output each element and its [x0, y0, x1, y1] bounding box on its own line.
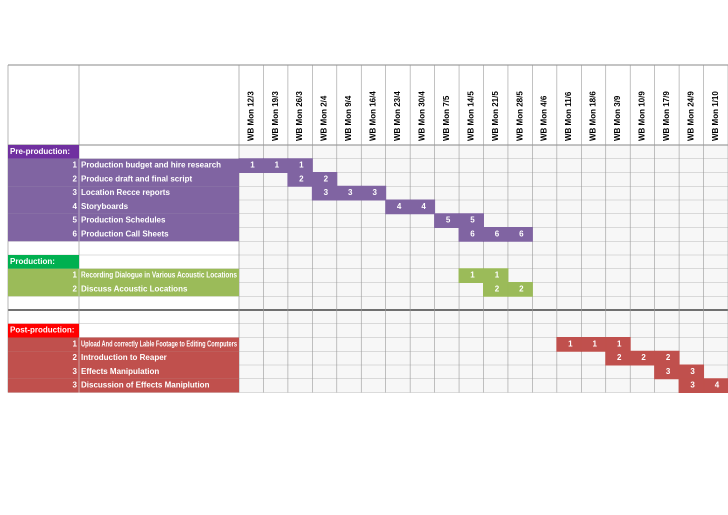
task-label-bg — [8, 378, 239, 393]
week-header: WB Mon 10/9 — [638, 91, 647, 141]
week-header: WB Mon 4/6 — [540, 95, 549, 141]
task-name: Introduction to Reaper — [81, 353, 167, 362]
week-header: WB Mon 17/9 — [662, 91, 671, 141]
schedule-value: 3 — [324, 188, 329, 197]
task-name: Location Recce reports — [81, 188, 170, 197]
section-title: Pre-production: — [10, 147, 70, 156]
schedule-value: 1 — [568, 339, 573, 348]
task-name: Production budget and hire research — [81, 161, 221, 170]
task-number: 2 — [73, 284, 78, 293]
task-label-bg — [8, 227, 239, 242]
schedule-value: 2 — [617, 353, 622, 362]
schedule-value: 1 — [250, 161, 255, 170]
schedule-value: 3 — [372, 188, 377, 197]
schedule-value: 3 — [690, 381, 695, 390]
schedule-value: 4 — [715, 381, 720, 390]
week-header: WB Mon 3/9 — [613, 95, 622, 141]
task-name: Discussion of Effects Maniplution — [81, 381, 210, 390]
task-number: 1 — [73, 161, 78, 170]
schedule-value: 1 — [593, 339, 598, 348]
task-label-bg — [8, 365, 239, 379]
task-name: Storyboards — [81, 202, 129, 211]
week-header: WB Mon 12/3 — [246, 91, 255, 141]
week-header: WB Mon 11/6 — [564, 91, 573, 141]
task-label-bg — [8, 268, 239, 283]
schedule-value: 2 — [324, 174, 329, 183]
task-label-bg — [8, 172, 239, 187]
week-header: WB Mon 16/4 — [369, 91, 378, 141]
task-number: 5 — [73, 216, 78, 225]
section-title: Production: — [10, 257, 55, 266]
schedule-value: 2 — [495, 284, 500, 293]
week-header: WB Mon 21/5 — [491, 91, 500, 141]
schedule-cell — [409, 199, 436, 215]
section-header-bg — [8, 323, 79, 338]
week-header: WB Mon 26/3 — [295, 91, 304, 141]
schedule-value: 2 — [519, 284, 524, 293]
task-label-bg — [8, 158, 239, 173]
schedule-value: 2 — [641, 353, 646, 362]
schedule-value: 1 — [617, 339, 622, 348]
schedule-value: 1 — [299, 161, 304, 170]
task-name: Effects Manipulation — [81, 367, 159, 376]
task-number: 2 — [73, 353, 78, 362]
task-label-bg — [8, 337, 239, 352]
task-number: 6 — [73, 229, 78, 238]
task-number: 1 — [73, 339, 78, 348]
week-header: WB Mon 18/6 — [589, 91, 598, 141]
task-number: 1 — [73, 271, 78, 280]
schedule-value: 4 — [397, 202, 402, 211]
schedule-value: 3 — [348, 188, 353, 197]
task-number: 3 — [73, 367, 78, 376]
schedule-cell — [507, 227, 533, 242]
task-label-bg — [8, 351, 239, 365]
schedule-value: 2 — [299, 174, 304, 183]
task-name: Upload And correctly Lable Footage to Ed… — [81, 339, 237, 348]
task-number: 3 — [73, 381, 78, 390]
schedule-cell — [507, 282, 533, 297]
week-header: WB Mon 30/4 — [417, 91, 426, 141]
task-label-bg — [8, 213, 239, 228]
week-header: WB Mon 19/3 — [271, 91, 280, 141]
schedule-value: 6 — [495, 229, 500, 238]
task-name: Discuss Acoustic Locations — [81, 284, 188, 293]
task-label-bg — [8, 200, 239, 214]
section-title: Post-production: — [10, 326, 74, 335]
task-name: Recording Dialogue in Various Acoustic L… — [81, 271, 237, 280]
schedule-value: 1 — [275, 161, 280, 170]
schedule-value: 4 — [421, 202, 426, 211]
week-header: WB Mon 24/9 — [686, 91, 695, 141]
task-name: Production Schedules — [81, 216, 166, 225]
week-header: WB Mon 9/4 — [344, 95, 353, 141]
task-name: Production Call Sheets — [81, 229, 169, 238]
week-header: WB Mon 23/4 — [393, 91, 402, 141]
schedule-value: 3 — [690, 367, 695, 376]
section-header-bg — [8, 255, 79, 269]
schedule-cell — [360, 185, 387, 201]
schedule-value: 1 — [495, 271, 500, 280]
schedule-value: 3 — [666, 367, 671, 376]
week-header: WB Mon 14/5 — [466, 91, 475, 141]
task-number: 2 — [73, 174, 78, 183]
week-header: WB Mon 28/5 — [515, 91, 524, 141]
task-number: 3 — [73, 188, 78, 197]
week-header: WB Mon 1/10 — [711, 91, 720, 141]
task-label-bg — [8, 186, 239, 200]
task-label-bg — [8, 282, 239, 297]
week-header: WB Mon 7/5 — [442, 95, 451, 141]
task-name: Produce draft and final script — [81, 174, 192, 183]
schedule-value: 6 — [519, 229, 524, 238]
task-number: 4 — [73, 202, 78, 211]
week-header: WB Mon 2/4 — [320, 95, 329, 141]
schedule-value: 6 — [470, 229, 475, 238]
section-header-bg — [8, 145, 79, 159]
schedule-value: 2 — [666, 353, 671, 362]
schedule-value: 1 — [470, 271, 475, 280]
schedule-value: 5 — [446, 216, 451, 225]
schedule-value: 5 — [470, 216, 475, 225]
